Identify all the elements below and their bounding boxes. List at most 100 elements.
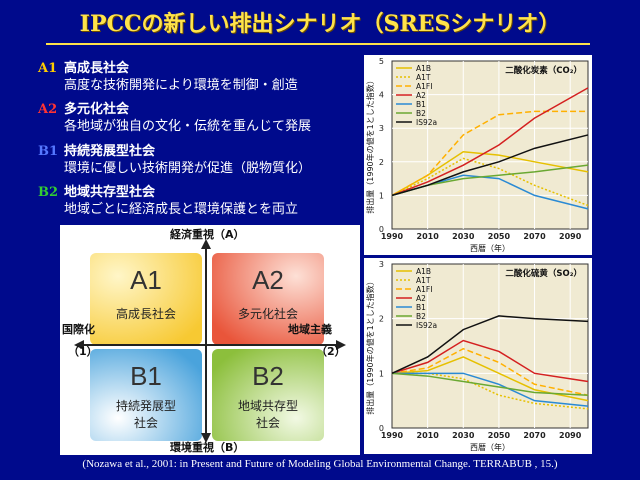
title-underline: [46, 43, 590, 45]
legend-label: A2: [416, 91, 426, 100]
quadrant-code: A1: [130, 265, 162, 295]
y-axis-label: 排出量（1990年の値を1とした指数）: [365, 277, 375, 414]
legend-label: B1: [416, 100, 426, 109]
axis-label-top: 経済重視（A）: [170, 228, 245, 241]
quadrant-code: A2: [252, 265, 284, 295]
scenario-a2: A2 多元化社会 各地域が独自の文化・伝統を重んじて発展: [38, 101, 311, 135]
scenario-code: A1: [38, 61, 58, 76]
y-axis-label: 排出量（1990年の値を1とした指数）: [365, 76, 375, 213]
x-axis-label: 西暦（年）: [470, 442, 510, 452]
y-tick-label: 5: [379, 57, 384, 66]
scenario-name: 多元化社会: [64, 102, 130, 117]
scenario-a1: A1 高成長社会 高度な技術開発により環境を制御・創造: [38, 60, 298, 94]
x-tick-label: 2010: [417, 232, 440, 241]
scenario-name: 地域共存型社会: [64, 185, 156, 200]
quadrant-label: 多元化社会: [237, 307, 298, 321]
quadrant-b2: B2 地域共存型 社会: [212, 349, 324, 441]
series-line-b1: [392, 372, 589, 407]
so2-chart: 0 1 2 3 1990 2010 2030 2050 2070 2090 二酸化硫黄（SO₂） A1…: [365, 260, 589, 452]
series-line-is92a: [391, 315, 589, 375]
scenario-code: A2: [38, 102, 58, 117]
page-title: IPCCの新しい排出シナリオ（SRESシナリオ）: [79, 11, 561, 37]
y-tick-label: 3: [379, 124, 384, 133]
legend-label: B1: [416, 303, 426, 312]
scenario-b1: B1 持続発展型社会 環境に優しい技術開発が促進（脱物質化）: [38, 143, 311, 177]
y-tick-label: 2: [379, 315, 384, 324]
arrow-right-icon: [336, 340, 346, 350]
series-line-a1b: [391, 356, 589, 402]
co2-chart: 0 1 2 3 4 5 1990 2010 2030 2050 2070 2090 二酸化炭素（CO₂）…: [365, 57, 589, 253]
scenario-name: 高成長社会: [64, 61, 130, 76]
legend-label: A1B: [416, 64, 431, 73]
x-tick-label: 2030: [452, 232, 475, 241]
quadrant-label: 持続発展型 社会: [115, 399, 176, 430]
x-tick-label: 1990: [381, 431, 404, 440]
quadrant-b1: B1 持続発展型 社会: [90, 349, 202, 441]
legend-label: A1FI: [416, 285, 432, 294]
axis-label-right-num: （2）: [316, 345, 346, 358]
scenario-code: B2: [38, 185, 59, 200]
scenario-desc: 地域ごとに経済成長と環境保護とを両立: [64, 202, 299, 217]
axis-label-left-num: （1）: [68, 345, 98, 358]
x-tick-label: 2070: [523, 431, 546, 440]
series-line-is92a: [391, 134, 589, 197]
quadrant-code: B1: [130, 361, 162, 391]
y-tick-label: 1: [379, 369, 384, 378]
series-line-a1fi: [391, 347, 589, 396]
series-line-a1t: [391, 157, 589, 207]
quadrant-label: 高成長社会: [115, 307, 176, 321]
axis-label-left: 国際化: [62, 323, 95, 336]
y-tick-label: 2: [379, 158, 384, 167]
quadrant-axes: [74, 239, 346, 443]
series-line-a2: [391, 87, 589, 197]
x-tick-label: 2050: [488, 232, 511, 241]
legend-label: A1T: [416, 276, 431, 285]
axis-label-bottom: 環境重視（B）: [170, 441, 245, 454]
legend-label: A2: [416, 294, 426, 303]
arrow-up-icon: [201, 239, 211, 249]
scenario-code: B1: [38, 144, 59, 159]
co2-chart-panel: 0 1 2 3 4 5 1990 2010 2030 2050 2070 2090 二酸化炭素（CO₂）…: [364, 55, 592, 255]
arrow-down-icon: [201, 433, 211, 443]
series-line-a2: [391, 339, 589, 383]
series-line-a1fi: [391, 110, 588, 197]
quadrant-code: B2: [252, 361, 284, 391]
scenario-quadrant-diagram: A1 高成長社会 A2 多元化社会 B1 持続発展型 社会 B2 地域共存型 社…: [60, 225, 360, 455]
chart-title: 二酸化硫黄（SO₂）: [505, 268, 582, 279]
scenario-name: 持続発展型社会: [64, 144, 156, 159]
x-tick-label: 2090: [559, 232, 582, 241]
scenario-desc: 各地域が独自の文化・伝統を重んじて発展: [64, 119, 312, 134]
y-tick-label: 0: [379, 225, 384, 234]
chart-title: 二酸化炭素（CO₂）: [505, 65, 582, 76]
scenario-desc: 高度な技術開発により環境を制御・創造: [64, 78, 298, 93]
legend-label: IS92a: [416, 321, 437, 330]
legend-label: B2: [416, 109, 426, 118]
citation: (Nozawa et al., 2001: in Present and Fut…: [82, 458, 558, 470]
y-tick-label: 4: [379, 91, 384, 100]
series-line-b2: [391, 372, 589, 396]
x-tick-label: 2010: [417, 431, 440, 440]
x-axis-label: 西暦（年）: [470, 243, 510, 253]
quadrant-label: 地域共存型 社会: [237, 399, 298, 430]
legend-label: A1FI: [416, 82, 432, 91]
y-tick-label: 1: [379, 191, 384, 200]
y-tick-label: 3: [379, 260, 384, 269]
x-tick-label: 1990: [381, 232, 404, 241]
legend-label: IS92a: [416, 118, 437, 127]
quadrant-a1: A1 高成長社会: [90, 253, 202, 345]
x-tick-label: 2030: [452, 431, 475, 440]
series-line-a1b: [391, 150, 589, 197]
legend-label: B2: [416, 312, 426, 321]
x-tick-label: 2090: [559, 431, 582, 440]
scenario-desc: 環境に優しい技術開発が促進（脱物質化）: [64, 161, 312, 176]
plot-area: [391, 263, 589, 429]
quadrant-a2: A2 多元化社会: [212, 253, 324, 345]
arrow-left-icon: [74, 340, 84, 350]
legend-label: A1T: [416, 73, 431, 82]
scenario-b2: B2 地域共存型社会 地域ごとに経済成長と環境保護とを両立: [38, 184, 298, 218]
axis-label-right: 地域主義: [288, 323, 332, 336]
so2-chart-panel: 0 1 2 3 1990 2010 2030 2050 2070 2090 二酸化硫黄（SO₂） A1…: [364, 258, 592, 454]
y-tick-label: 0: [379, 424, 384, 433]
x-tick-label: 2070: [523, 232, 546, 241]
legend-label: A1B: [416, 267, 431, 276]
